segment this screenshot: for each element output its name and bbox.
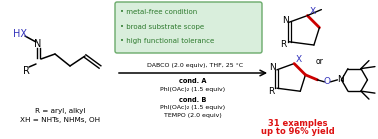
Text: cond. B: cond. B: [179, 97, 207, 103]
Text: • broad substrate scope: • broad substrate scope: [120, 23, 204, 29]
Text: N: N: [282, 16, 288, 25]
Text: N: N: [337, 75, 344, 84]
Text: R: R: [268, 87, 274, 96]
Text: X: X: [296, 55, 302, 64]
Text: • metal-free condition: • metal-free condition: [120, 9, 197, 15]
Text: DABCO (2.0 equiv), THF, 25 °C: DABCO (2.0 equiv), THF, 25 °C: [147, 63, 243, 68]
Text: N: N: [270, 63, 276, 72]
Text: X: X: [309, 7, 316, 16]
Text: PhI(OAc)₂ (1.5 equiv): PhI(OAc)₂ (1.5 equiv): [160, 86, 226, 91]
Text: cond. A: cond. A: [179, 78, 207, 84]
Text: PhI(OAc)₂ (1.5 equiv): PhI(OAc)₂ (1.5 equiv): [160, 106, 226, 111]
Text: R: R: [23, 66, 29, 76]
FancyBboxPatch shape: [115, 2, 262, 53]
Text: • high functional tolerance: • high functional tolerance: [120, 38, 214, 44]
Text: TEMPO (2.0 equiv): TEMPO (2.0 equiv): [164, 114, 222, 119]
Text: O: O: [324, 77, 331, 86]
Text: or: or: [316, 56, 324, 65]
Text: HX: HX: [13, 29, 27, 39]
Text: R: R: [280, 40, 286, 49]
Text: 31 examples: 31 examples: [268, 120, 328, 128]
Text: N: N: [34, 39, 42, 49]
Text: up to 96% yield: up to 96% yield: [261, 127, 335, 136]
Text: XH = NHTs, NHMs, OH: XH = NHTs, NHMs, OH: [20, 117, 100, 123]
Text: R = aryl, alkyl: R = aryl, alkyl: [35, 108, 85, 114]
